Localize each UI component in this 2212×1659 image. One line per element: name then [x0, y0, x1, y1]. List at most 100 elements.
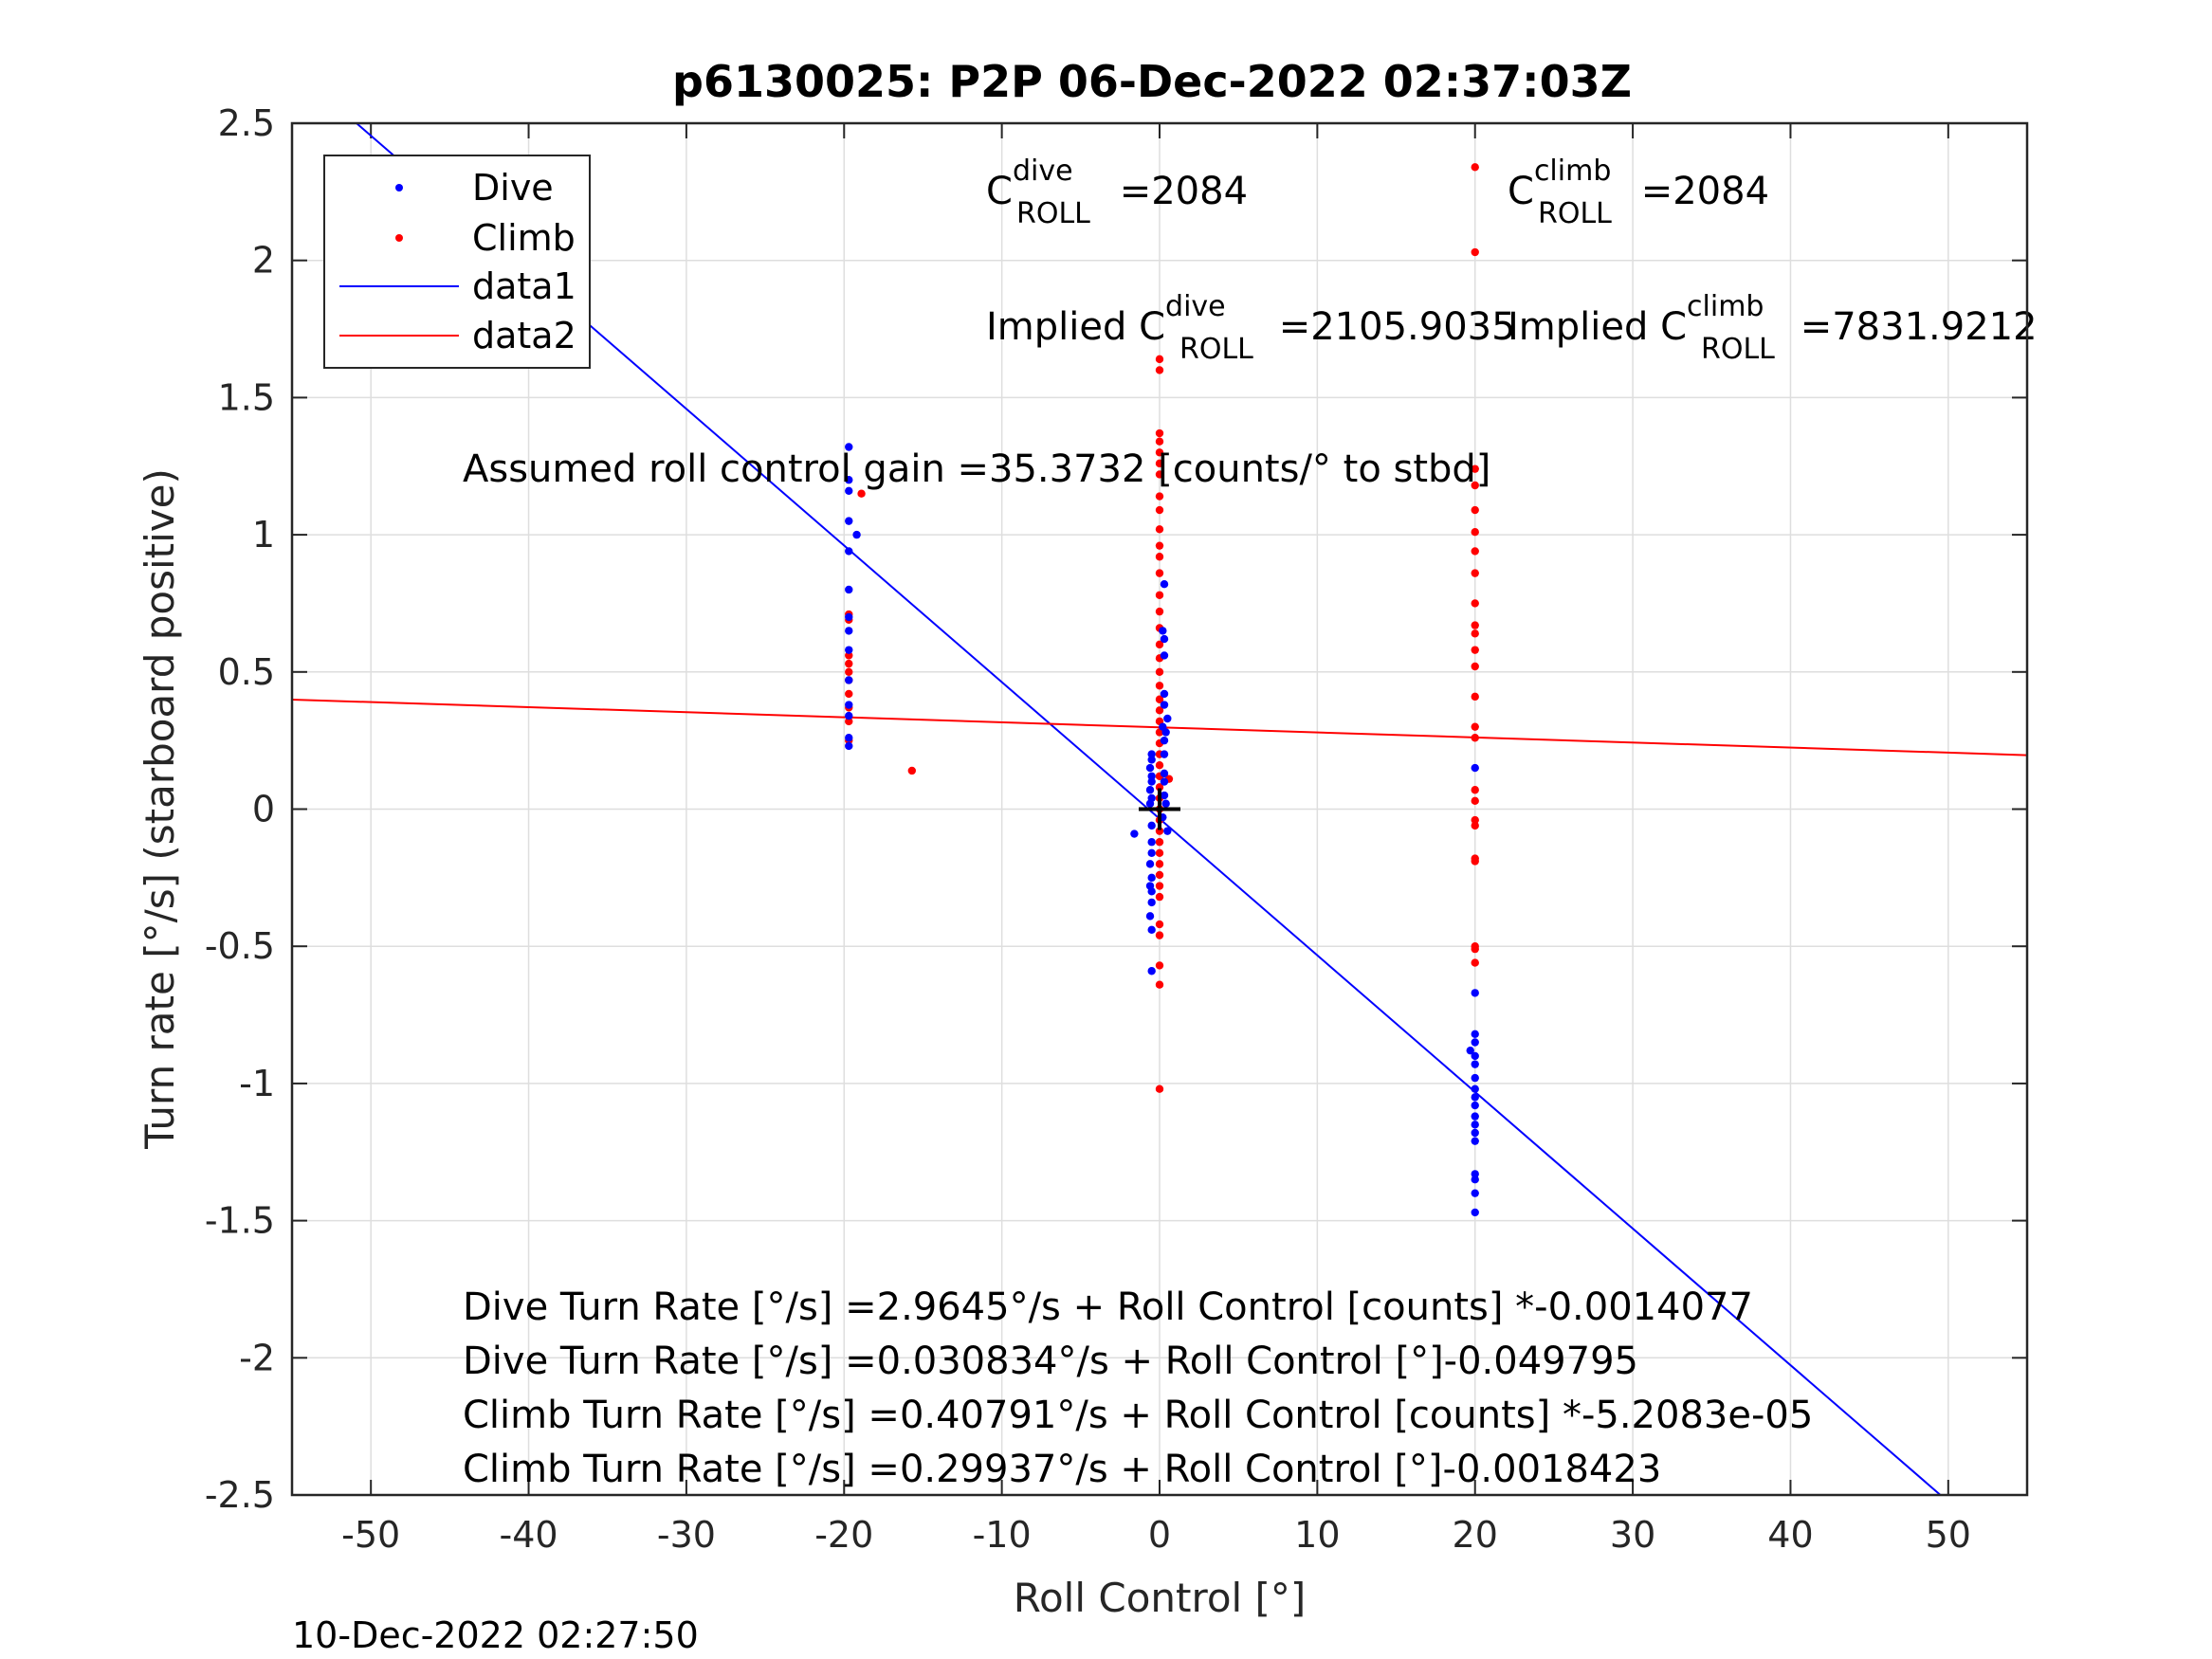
dive-point [1160, 769, 1169, 778]
climb-point [1155, 1085, 1164, 1093]
climb-point [1471, 958, 1479, 967]
x-tick-label: 0 [1148, 1514, 1171, 1556]
climb-point [1155, 591, 1164, 599]
climb-point [1155, 848, 1164, 858]
climb-point [1155, 448, 1164, 457]
dive-point [1145, 763, 1155, 773]
climb-point [1155, 695, 1164, 703]
dive-point [1147, 873, 1156, 883]
dive-point [1160, 634, 1169, 644]
climb-point [1155, 961, 1164, 970]
x-tick-label: 20 [1453, 1514, 1498, 1556]
dive-point [845, 547, 853, 556]
dive-point [1161, 728, 1170, 737]
climb-point [1155, 553, 1164, 561]
dive-point [1160, 736, 1169, 745]
dive-point [1160, 579, 1169, 589]
climb-point [1155, 355, 1164, 364]
footer-timestamp: 10-Dec-2022 02:27:50 [292, 1614, 699, 1656]
y-tick-label: 1.5 [218, 376, 275, 418]
legend-dive-marker [395, 184, 403, 191]
dive-point [845, 585, 853, 594]
climb-point [1155, 980, 1164, 989]
annotation-gain: Assumed roll control gain =35.3732 [coun… [463, 447, 1490, 491]
legend-dive-label: Dive [472, 167, 554, 209]
climb-point [1471, 547, 1479, 556]
climb-point [1471, 786, 1479, 794]
dive-point [845, 711, 853, 720]
dive-point [845, 734, 853, 742]
dive-point [845, 486, 853, 495]
dive-point [1145, 860, 1155, 868]
axes-box [290, 121, 2029, 1497]
dive-point [1160, 689, 1169, 699]
climb-point [1471, 465, 1479, 473]
climb-point [1155, 505, 1164, 515]
climb-point [1471, 505, 1479, 515]
climb-point [1155, 931, 1164, 939]
annotation-implied-dive: Implied Cdive ROLL =2105.9035 [986, 290, 1516, 366]
climb-point [1471, 734, 1479, 742]
climb-point [1155, 827, 1164, 835]
climb-point [1155, 541, 1164, 550]
climb-point [1155, 783, 1164, 792]
dive-point [1471, 1060, 1479, 1068]
dive-point [1147, 821, 1156, 830]
climb-point [1471, 247, 1479, 257]
climb-point [1155, 667, 1164, 676]
annotation-implied-climb: Implied Cclimb ROLL =7831.9212 [1508, 290, 2038, 366]
climb-point [1155, 882, 1164, 890]
climb-point [1471, 722, 1479, 731]
dive-point [845, 676, 853, 684]
climb-point [1155, 920, 1164, 929]
dive-point [1471, 1030, 1479, 1039]
legend-data2-label: data2 [472, 315, 576, 356]
x-tick-label: 10 [1294, 1514, 1340, 1556]
climb-point [1471, 163, 1479, 172]
climb-point [1155, 838, 1164, 847]
climb-point [1155, 525, 1164, 534]
dive-point [1147, 777, 1156, 786]
climb-point [1155, 760, 1164, 770]
dive-point [1471, 763, 1479, 773]
dive-point [1160, 651, 1169, 660]
dive-point [1147, 925, 1156, 935]
dive-point [1147, 772, 1156, 780]
dive-point [1471, 1121, 1479, 1129]
dive-point [1471, 1038, 1479, 1047]
climb-point [1155, 366, 1164, 374]
x-tick-label: 30 [1610, 1514, 1655, 1556]
annotation-c-climb: Cclimb ROLL =2084 [1508, 155, 1769, 230]
climb-point [1471, 857, 1479, 866]
climb-point [1155, 607, 1164, 616]
equation-dive-degrees: Dive Turn Rate [°/s] =0.030834°/s + Roll… [463, 1340, 1638, 1383]
dive-point [1147, 898, 1156, 907]
y-tick-label: -1 [239, 1063, 275, 1104]
data-points [845, 163, 1479, 1217]
ticks: -50 -40 -30 -20 -10 0 10 20 30 40 50-2.5-2-1.5-1-0… [205, 102, 2027, 1556]
climb-point [1155, 682, 1164, 690]
climb-point [1155, 860, 1164, 868]
y-tick-label: 0 [252, 789, 275, 830]
y-tick-label: 2 [252, 240, 275, 282]
dive-point [1471, 989, 1479, 997]
climb-point [1471, 815, 1479, 825]
equation-climb-counts: Climb Turn Rate [°/s] =0.40791°/s + Roll… [463, 1394, 1813, 1437]
x-axis-label: Roll Control [°] [1014, 1575, 1307, 1621]
dive-point [1147, 967, 1156, 975]
climb-point [1471, 621, 1479, 629]
annotations: Cdive ROLL =2084 Cclimb ROLL =2084 Implied… [463, 155, 2038, 1491]
dive-point [1471, 1189, 1479, 1197]
origin-marker [1139, 788, 1180, 830]
climb-point [1471, 528, 1479, 537]
x-tick-label: -50 [341, 1514, 400, 1556]
dive-point [845, 646, 853, 654]
dive-point [1147, 848, 1156, 858]
dive-point [1471, 1051, 1479, 1061]
y-tick-label: 1 [252, 514, 275, 556]
y-tick-label: -2 [239, 1337, 275, 1378]
x-tick-label: 50 [1926, 1514, 1971, 1556]
legend: Dive Climb data1 data2 [323, 155, 591, 369]
dive-point [1145, 912, 1155, 921]
climb-point [1471, 646, 1479, 654]
